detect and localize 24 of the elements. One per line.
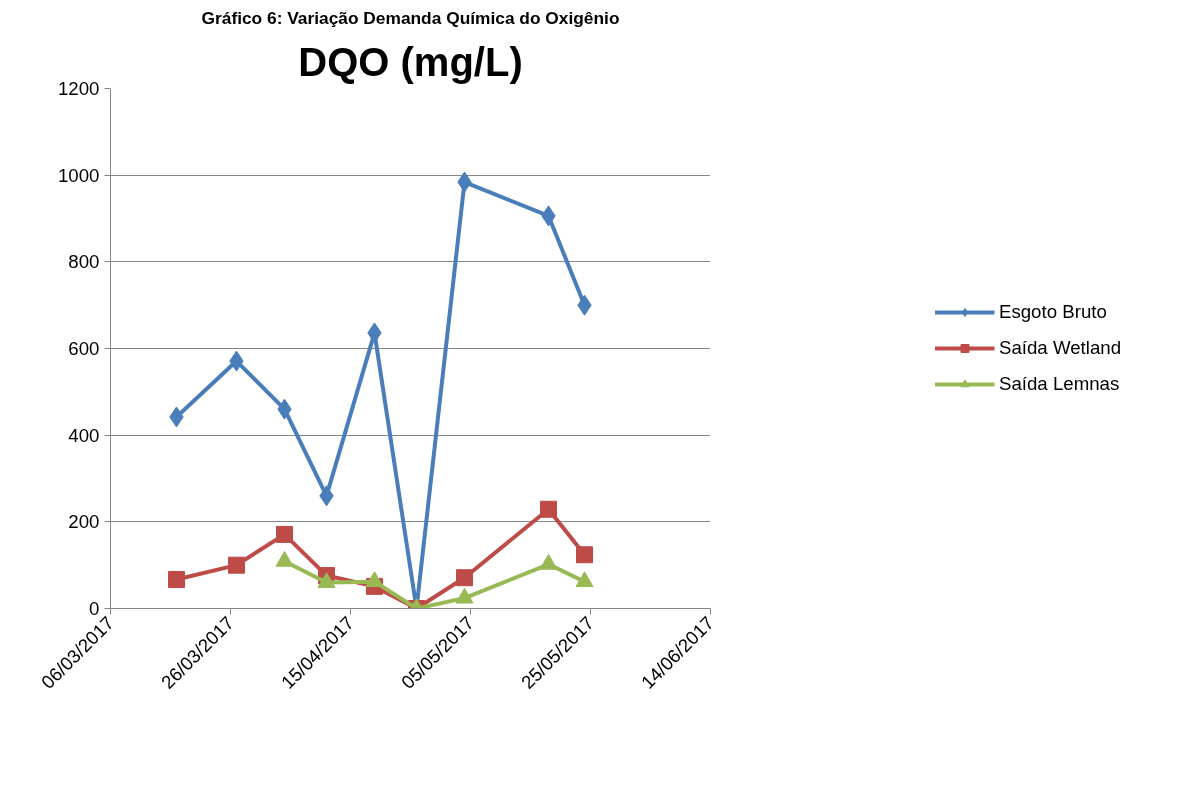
point — [228, 556, 245, 574]
y-tick-label: 1200 — [58, 78, 100, 99]
point — [365, 571, 384, 588]
y-tick-label: 800 — [68, 251, 100, 273]
point — [317, 572, 336, 588]
point — [456, 569, 473, 587]
point — [455, 587, 474, 604]
point — [540, 500, 557, 518]
point — [275, 550, 294, 567]
legend-label: Saída Wetland — [998, 337, 1122, 359]
point — [276, 525, 293, 543]
point — [539, 553, 558, 570]
legend-label: Esgoto Bruto — [998, 301, 1107, 323]
y-tick-label: 0 — [89, 598, 100, 619]
point — [575, 571, 594, 588]
y-tick-label: 1000 — [58, 164, 100, 186]
text: Gráfico 6: Variação Demanda Química do Oxigênio — [201, 7, 620, 28]
chart-title: DQO (mg/L) — [298, 39, 523, 84]
point — [576, 546, 593, 564]
legend-label: Saída Lemnas — [998, 373, 1120, 395]
y-tick-label: 200 — [68, 511, 100, 533]
y-tick-label: 600 — [68, 338, 100, 359]
y-tick-label: 400 — [68, 424, 100, 446]
point — [168, 570, 185, 588]
